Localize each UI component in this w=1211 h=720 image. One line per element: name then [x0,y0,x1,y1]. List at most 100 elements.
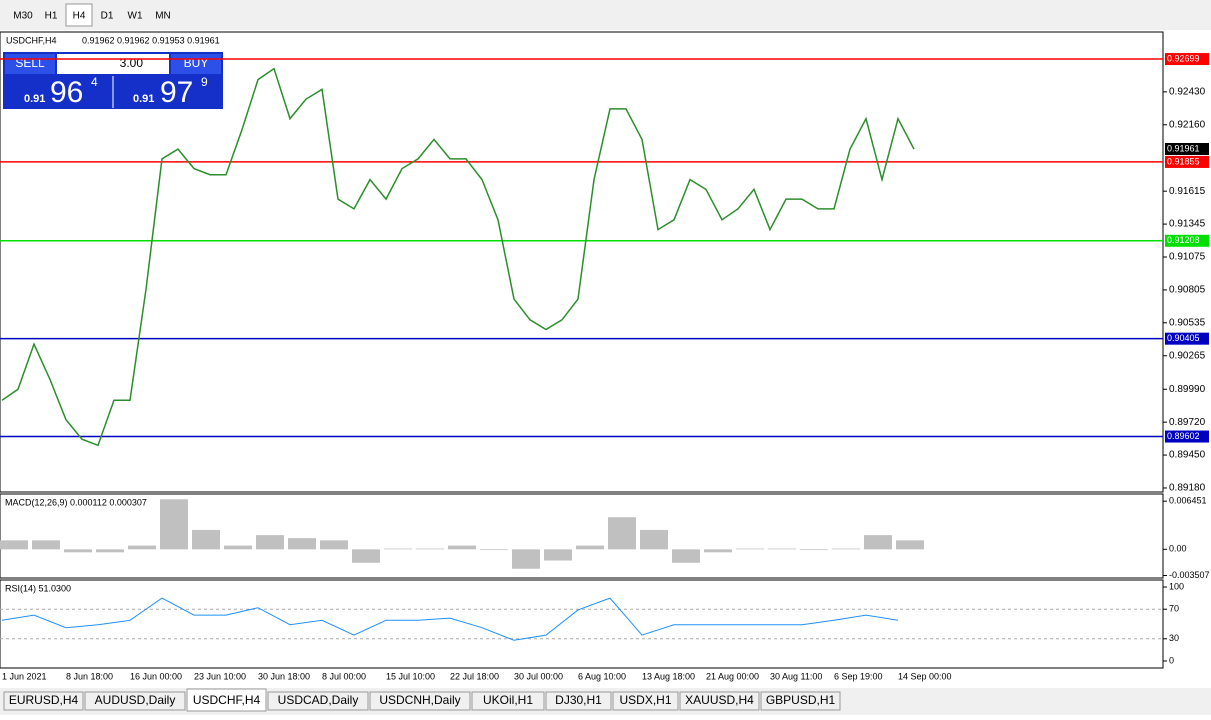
timeframe-label[interactable]: W1 [128,11,143,22]
y-tick-label: 0.90805 [1169,285,1206,296]
macd-bar [384,548,412,550]
macd-bar [96,549,124,553]
timeframe-label[interactable]: D1 [101,11,114,22]
timeframe-label[interactable]: H1 [45,11,58,22]
x-tick-label: 6 Aug 10:00 [578,671,626,681]
symbol-tab[interactable] [679,691,760,711]
tab-label[interactable]: UKOil,H1 [483,693,533,707]
tab-label[interactable]: USDCNH,Daily [379,693,460,707]
x-tick-label: 30 Jul 00:00 [514,671,563,681]
macd-bar [832,548,860,550]
macd-label: MACD(12,26,9) 0.000112 0.000307 [5,497,147,507]
trade-panel: SELL 3.00 BUY 0.91 96 4 0.91 97 9 [3,52,223,109]
sell-label[interactable]: SELL [15,56,45,70]
bid-point: 4 [91,75,98,89]
lot-value[interactable]: 3.00 [120,56,144,70]
macd-bar [768,548,796,550]
timeframe-button[interactable] [38,4,64,26]
y-tick-label: 0.89720 [1169,417,1206,428]
x-tick-label: 13 Aug 18:00 [642,671,695,681]
macd-bar [320,540,348,550]
y-tick-label: 0.92160 [1169,119,1206,130]
macd-bar [800,549,828,551]
tab-label[interactable]: USDCAD,Daily [278,693,359,707]
symbol-tab[interactable] [760,691,841,711]
symbol-header: USDCHF,H4 [6,35,57,45]
level-tag [1165,430,1209,443]
macd-bar [32,540,60,550]
y-tick-label: 0.91075 [1169,252,1206,263]
macd-bar [288,538,316,550]
timeframe-button[interactable] [65,3,93,27]
tab-label[interactable]: USDX,H1 [619,693,671,707]
symbol-tab[interactable] [267,691,369,711]
macd-bar [576,545,604,550]
symbol-tab[interactable] [3,691,84,711]
toolbar [0,0,1211,30]
x-tick-label: 14 Sep 00:00 [898,671,952,681]
symbol-tab[interactable] [84,691,186,711]
x-tick-label: 30 Aug 11:00 [770,671,822,681]
rsi-pane [0,579,1164,669]
macd-bar [64,549,92,553]
macd-bar [256,535,284,550]
x-tick-label: 8 Jun 18:00 [66,671,113,681]
tab-label[interactable]: EURUSD,H4 [9,693,79,707]
level-label: 0.91208 [1167,235,1200,245]
timeframe-label[interactable]: M30 [13,11,33,22]
y-tick-label: 0.91345 [1169,219,1206,230]
buy-label[interactable]: BUY [184,56,209,70]
macd-bar [416,548,444,550]
macd-bar [672,549,700,563]
y-tick-label: 0.89180 [1169,483,1206,494]
macd-bar [160,499,188,550]
price-line [1,67,915,447]
macd-bar [128,545,156,550]
level-label: 0.92699 [1167,53,1200,63]
timeframe-button[interactable] [10,4,36,26]
x-tick-label: 16 Jun 00:00 [130,671,182,681]
level-tag [1165,332,1209,345]
tab-label[interactable]: AUDUSD,Daily [95,693,176,707]
y-tick-label: 0 [1169,655,1174,665]
y-tick-label: 0.90265 [1169,350,1206,361]
ask-pips: 97 [160,76,193,109]
macd-bar [0,540,28,550]
timeframe-button[interactable] [94,4,120,26]
x-tick-label: 21 Aug 00:00 [706,671,759,681]
x-tick-label: 22 Jul 18:00 [450,671,499,681]
tab-label[interactable]: DJ30,H1 [555,693,602,707]
x-tick-label: 8 Jul 00:00 [322,671,366,681]
tab-label[interactable]: XAUUSD,H4 [685,693,754,707]
macd-bar [896,540,924,550]
timeframe-button[interactable] [122,4,148,26]
timeframe-button[interactable] [150,4,176,26]
tab-label[interactable]: USDCHF,H4 [193,693,261,707]
y-tick-label: 70 [1169,604,1179,614]
timeframe-label[interactable]: MN [155,11,171,22]
rsi-line [1,597,899,641]
level-tag [1165,155,1209,168]
symbol-tab[interactable] [545,691,612,711]
level-label: 0.91855 [1167,156,1200,166]
x-tick-label: 15 Jul 10:00 [386,671,435,681]
y-tick-label: 100 [1169,581,1184,591]
symbol-tab[interactable] [612,691,679,711]
tab-label[interactable]: GBPUSD,H1 [766,693,836,707]
symbol-tab[interactable] [369,691,471,711]
macd-bar [224,545,252,550]
lot-input[interactable] [57,54,169,74]
ask-point: 9 [201,75,208,89]
bid-pips: 96 [50,76,83,109]
level-label: 0.89602 [1167,431,1200,441]
timeframe-button[interactable] [0,4,8,26]
y-tick-label: 0.89990 [1169,384,1206,395]
y-tick-label: -0.003507 [1169,570,1210,580]
macd-bar [352,549,380,563]
y-tick-label: 0.006451 [1169,496,1207,506]
timeframe-label[interactable]: H4 [73,11,86,22]
symbol-tab[interactable] [471,691,545,711]
level-tag [1165,234,1209,247]
symbol-tab[interactable] [186,688,267,712]
